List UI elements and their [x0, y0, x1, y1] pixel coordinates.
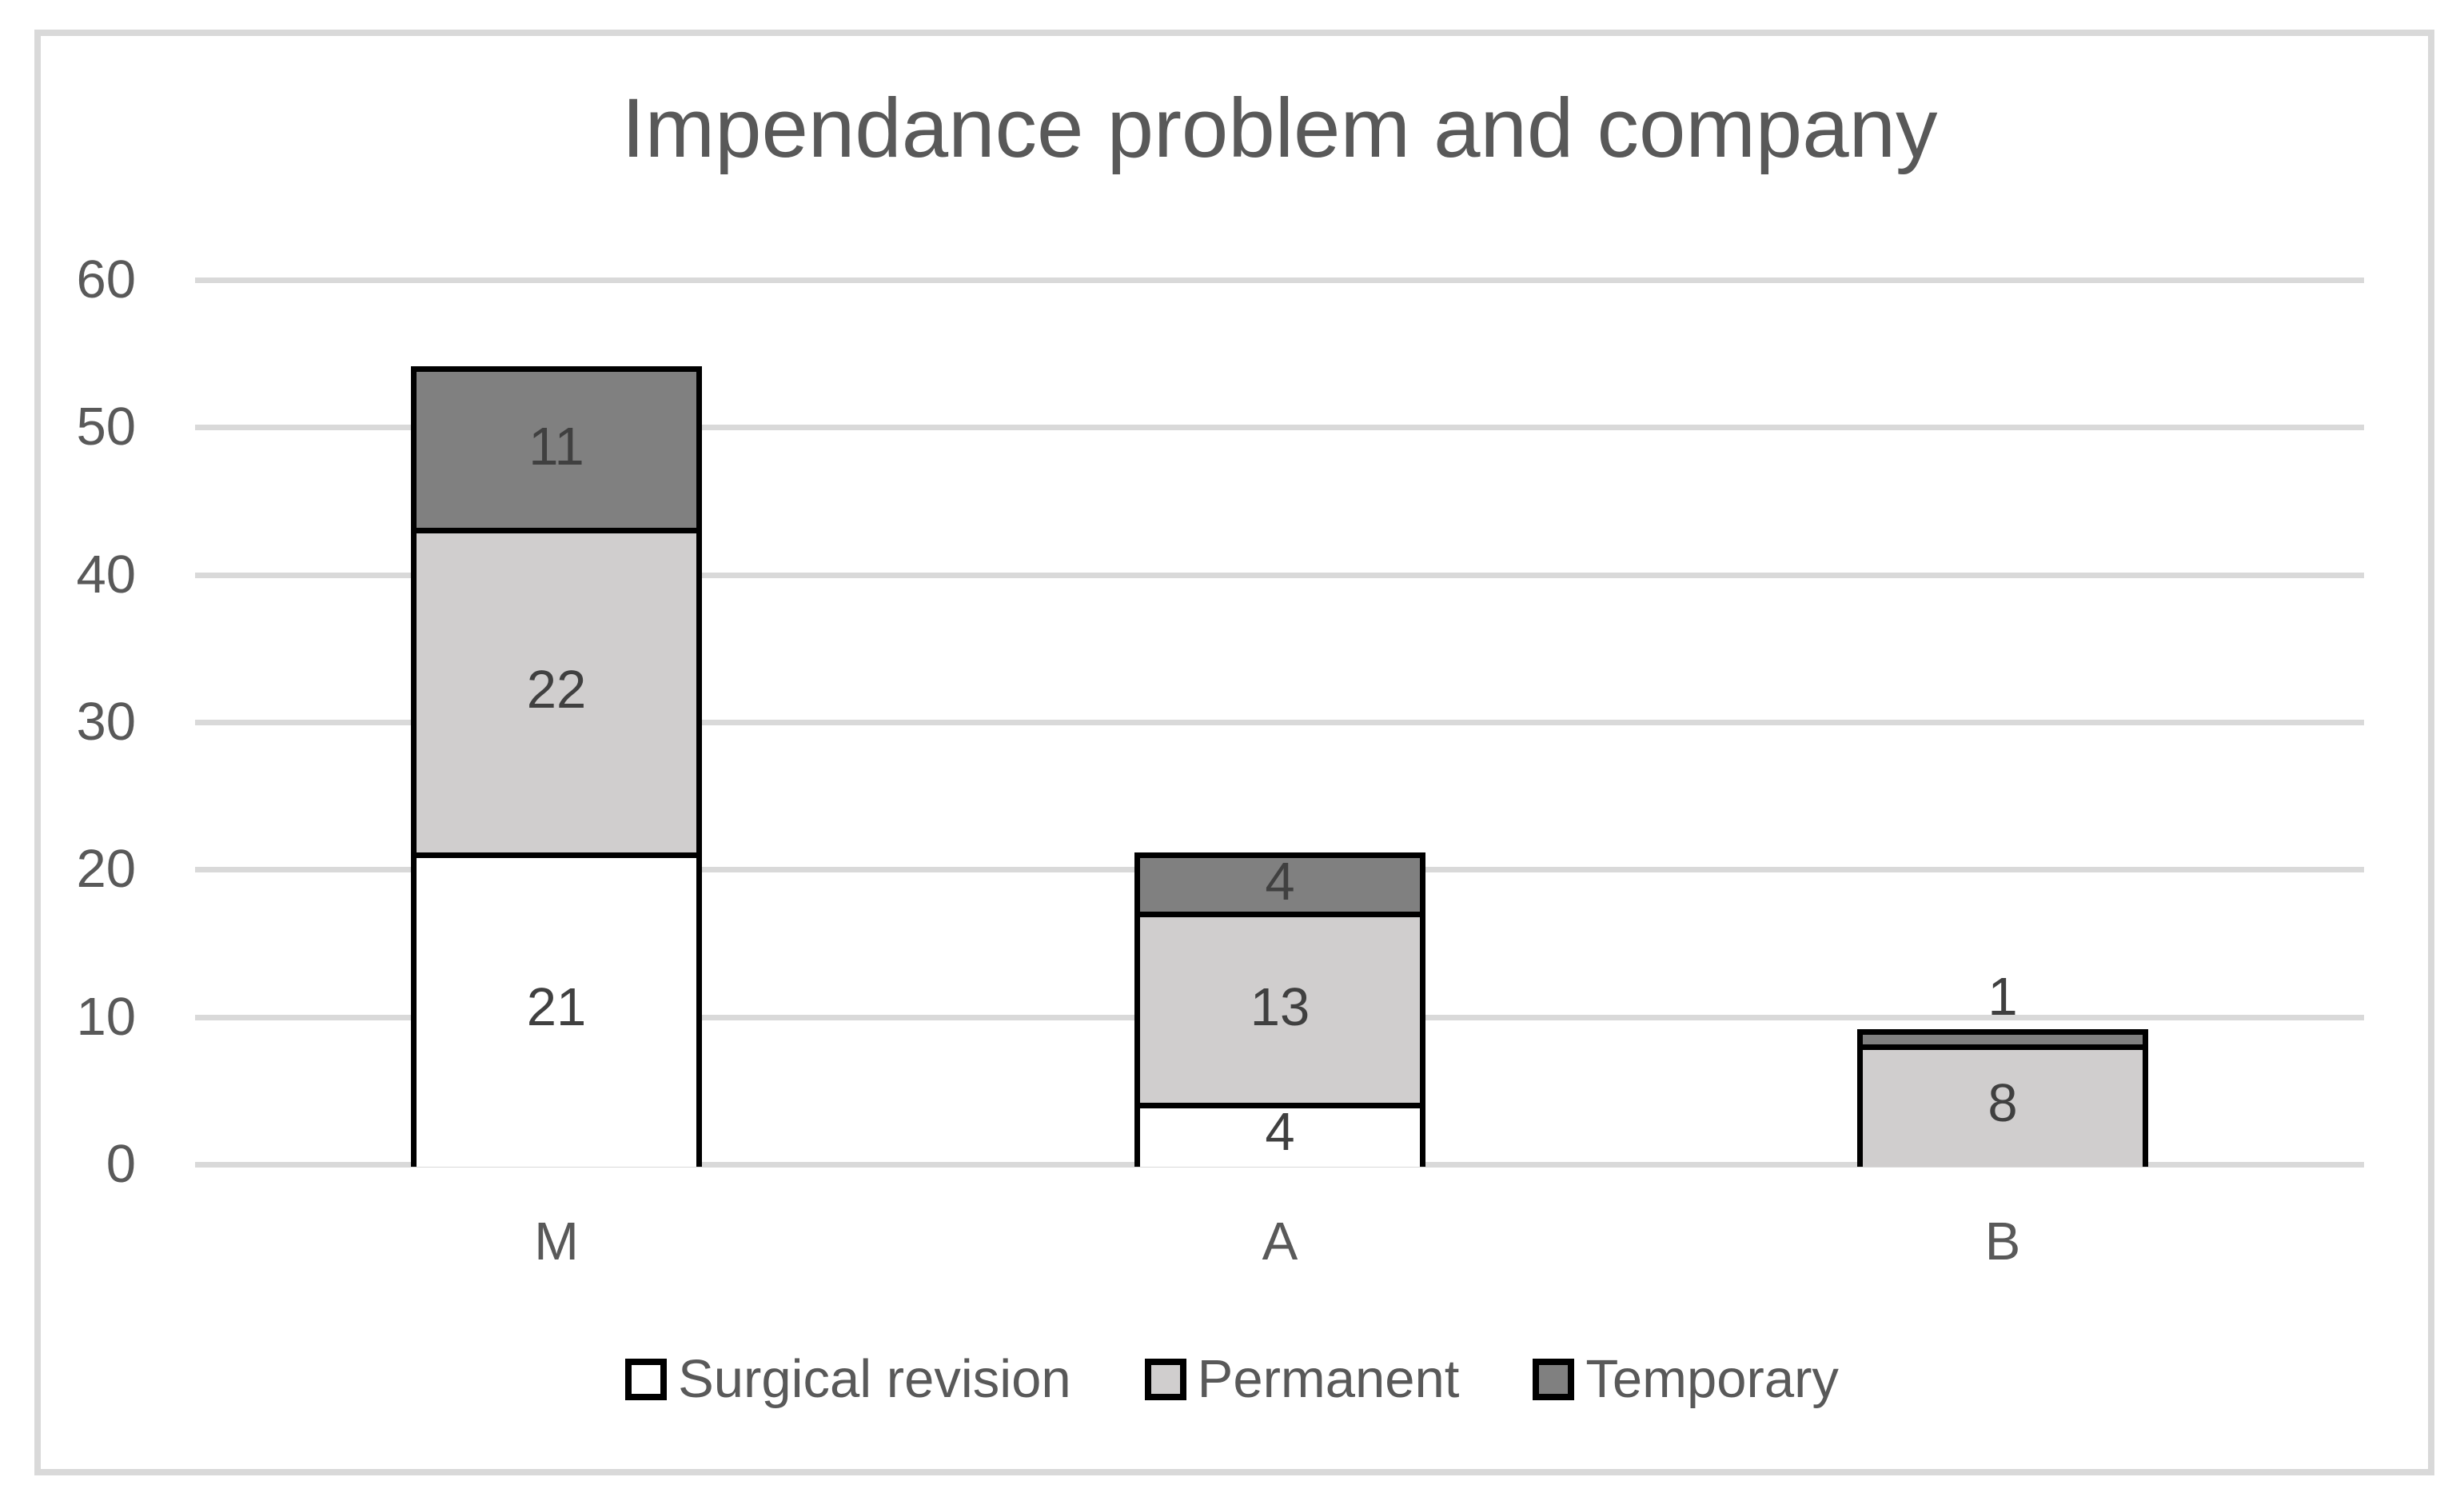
legend-swatch-icon — [1144, 1358, 1186, 1400]
bar-segment-permanent — [1134, 912, 1425, 1103]
gridline — [195, 425, 2364, 430]
x-category-label: M — [534, 1212, 579, 1271]
bar-segment-permanent — [411, 528, 702, 852]
bar-segment-surgical-revision — [411, 852, 702, 1167]
data-label: 1 — [1988, 967, 2018, 1027]
legend-swatch-icon — [625, 1358, 668, 1400]
bar-segment-temporary — [411, 366, 702, 528]
data-label: 4 — [1265, 852, 1295, 912]
legend-swatch-icon — [1533, 1358, 1575, 1400]
legend-label: Permanent — [1197, 1349, 1460, 1409]
bar-segment-surgical-revision — [1134, 1103, 1425, 1167]
x-category-label: A — [1262, 1212, 1298, 1271]
y-axis-tick-label: 50 — [76, 397, 136, 457]
x-category-label: B — [1984, 1212, 2021, 1271]
y-axis-tick-label: 20 — [76, 839, 136, 899]
data-label: 13 — [1250, 977, 1310, 1037]
data-label: 8 — [1988, 1073, 2018, 1133]
gridline — [195, 277, 2364, 283]
y-axis-tick-label: 60 — [76, 250, 136, 309]
bar-segment-permanent — [1857, 1044, 2148, 1167]
gridline — [195, 720, 2364, 725]
bar-segment-temporary — [1857, 1029, 2148, 1044]
legend: Surgical revision Permanent Temporary — [0, 1348, 2464, 1410]
y-axis-tick-label: 10 — [76, 987, 136, 1047]
y-axis-tick-label: 30 — [76, 692, 136, 752]
legend-item-temporary: Temporary — [1533, 1348, 1839, 1410]
chart-title: Impendance problem and company — [621, 82, 1938, 175]
data-label: 22 — [526, 660, 587, 720]
y-axis-tick-label: 0 — [106, 1134, 136, 1194]
legend-item-surgical-revision: Surgical revision — [625, 1348, 1071, 1410]
data-label: 11 — [528, 417, 584, 477]
gridline — [195, 573, 2364, 578]
legend-label: Surgical revision — [678, 1349, 1071, 1409]
data-label: 4 — [1265, 1102, 1295, 1162]
legend-label: Temporary — [1585, 1349, 1839, 1409]
data-label: 21 — [526, 977, 587, 1037]
y-axis-tick-label: 40 — [76, 545, 136, 605]
bar-segment-temporary — [1134, 852, 1425, 912]
legend-item-permanent: Permanent — [1144, 1348, 1460, 1410]
